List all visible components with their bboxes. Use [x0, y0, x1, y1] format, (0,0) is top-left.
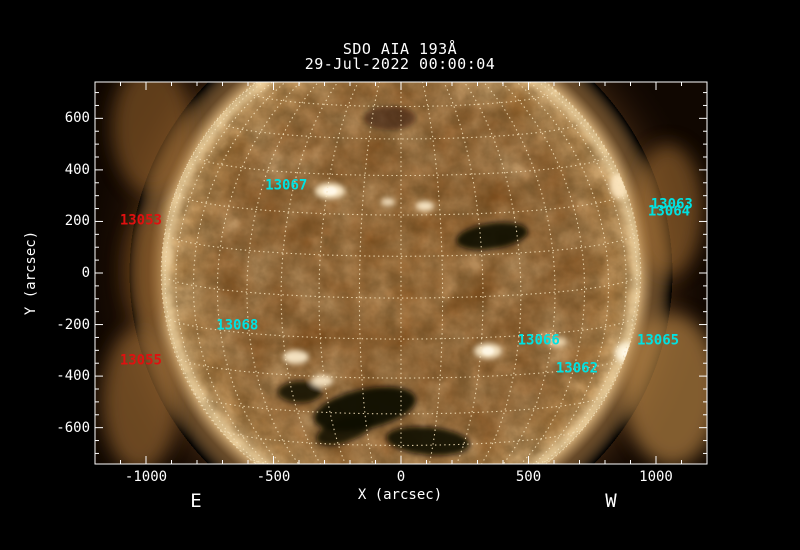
corona-streamers — [102, 82, 707, 464]
grid-line — [175, 82, 394, 464]
grid-line — [164, 232, 638, 257]
coronal-hole — [386, 426, 470, 456]
solar-limb-outline — [160, 82, 642, 464]
grid-line — [285, 483, 518, 493]
coronal-hole — [364, 106, 416, 130]
grid-line — [216, 82, 395, 464]
coronal-hole — [278, 381, 322, 403]
limb-circle — [160, 82, 642, 464]
grid-line — [409, 35, 440, 37]
active-region — [161, 243, 173, 267]
active-region — [549, 337, 567, 347]
grid-line — [246, 82, 396, 464]
active-region — [416, 201, 434, 211]
active-region — [283, 350, 309, 364]
active-region — [311, 375, 333, 387]
coronal-hole — [316, 414, 374, 446]
heliographic-grid — [161, 35, 641, 512]
plot-area — [95, 35, 707, 512]
grid-line — [165, 316, 637, 340]
grid-line — [406, 82, 556, 464]
coronal-hole — [456, 222, 528, 250]
grid-line — [409, 35, 489, 51]
grid-line — [359, 36, 442, 42]
grid-line — [319, 48, 483, 58]
grid-line — [281, 65, 521, 79]
limb-brightening — [161, 82, 641, 464]
grid-line — [362, 35, 393, 37]
grid-line — [325, 500, 477, 505]
surface-features — [161, 106, 641, 456]
grid-line — [313, 35, 393, 51]
grid-line — [407, 82, 586, 464]
axes-frame — [94, 81, 708, 465]
grid-line — [372, 511, 430, 512]
grid-line — [408, 82, 627, 464]
axis-ticks — [95, 82, 707, 464]
active-region — [381, 198, 395, 206]
grid-line — [161, 273, 641, 299]
